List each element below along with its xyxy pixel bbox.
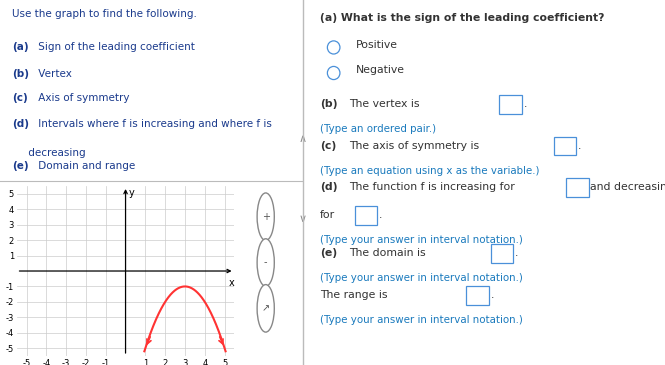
Text: (Type your answer in interval notation.): (Type your answer in interval notation.) <box>320 273 523 283</box>
Text: Vertex: Vertex <box>35 69 72 79</box>
Bar <box>553 137 577 155</box>
Text: .: . <box>491 290 494 300</box>
Bar <box>566 178 589 197</box>
Bar <box>466 286 489 305</box>
Text: (Type an equation using x as the variable.): (Type an equation using x as the variabl… <box>320 166 539 176</box>
Text: .: . <box>379 210 382 220</box>
Text: Axis of symmetry: Axis of symmetry <box>35 93 129 103</box>
Text: and decreasing: and decreasing <box>591 182 665 192</box>
Text: The function f is increasing for: The function f is increasing for <box>349 182 515 192</box>
Bar <box>499 95 522 114</box>
Text: (a): (a) <box>12 42 29 52</box>
Text: ∧: ∧ <box>299 134 307 144</box>
Text: x: x <box>229 278 234 288</box>
Text: -: - <box>264 258 267 268</box>
Text: .: . <box>515 248 519 258</box>
Bar <box>491 244 513 263</box>
Text: (a) What is the sign of the leading coefficient?: (a) What is the sign of the leading coef… <box>320 13 604 23</box>
Text: ↗: ↗ <box>261 303 270 313</box>
Text: The axis of symmetry is: The axis of symmetry is <box>349 141 479 150</box>
Text: .: . <box>578 141 581 150</box>
Text: y: y <box>128 188 134 198</box>
Text: (c): (c) <box>320 141 336 150</box>
Text: +: + <box>262 212 270 222</box>
Text: .: . <box>524 99 527 108</box>
Circle shape <box>257 285 274 332</box>
Text: Sign of the leading coefficient: Sign of the leading coefficient <box>35 42 195 52</box>
Text: (d): (d) <box>320 182 337 192</box>
Text: for: for <box>320 210 334 220</box>
Circle shape <box>327 41 340 54</box>
Text: (e): (e) <box>12 161 29 170</box>
Text: Negative: Negative <box>356 65 406 75</box>
Text: ∨: ∨ <box>299 214 307 224</box>
Text: Domain and range: Domain and range <box>35 161 135 170</box>
Text: (d): (d) <box>12 119 29 128</box>
Text: (b): (b) <box>12 69 29 79</box>
Text: Intervals where f is increasing and where f is: Intervals where f is increasing and wher… <box>35 119 272 128</box>
Text: (b): (b) <box>320 99 337 108</box>
Text: (Type your answer in interval notation.): (Type your answer in interval notation.) <box>320 315 523 325</box>
Bar <box>354 206 377 225</box>
Text: (e): (e) <box>320 248 337 258</box>
Text: The domain is: The domain is <box>349 248 426 258</box>
Text: decreasing: decreasing <box>12 148 86 158</box>
Circle shape <box>257 239 274 286</box>
Text: (c): (c) <box>12 93 28 103</box>
Circle shape <box>257 193 274 241</box>
Text: The vertex is: The vertex is <box>349 99 420 108</box>
Text: (Type your answer in interval notation.): (Type your answer in interval notation.) <box>320 235 523 245</box>
Text: (Type an ordered pair.): (Type an ordered pair.) <box>320 124 436 134</box>
Text: Positive: Positive <box>356 39 398 50</box>
Circle shape <box>327 66 340 80</box>
Text: The range is: The range is <box>320 290 387 300</box>
Text: Use the graph to find the following.: Use the graph to find the following. <box>12 9 197 19</box>
